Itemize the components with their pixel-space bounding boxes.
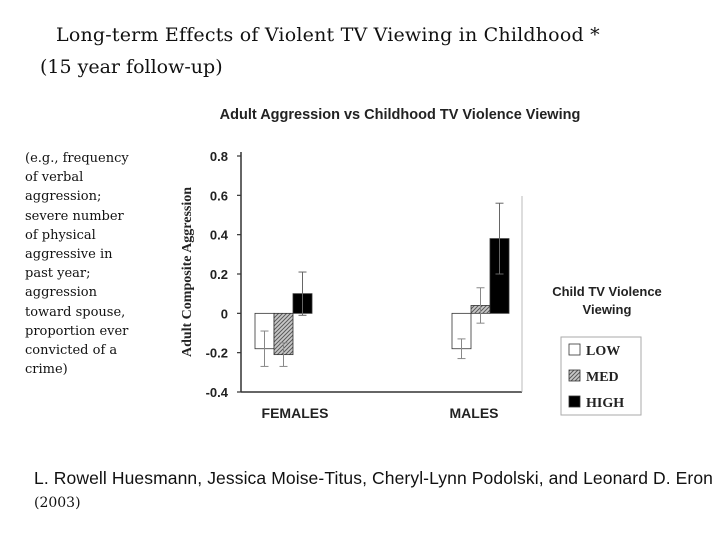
y-tick-label: -0.2 xyxy=(206,346,228,361)
note-line: aggressive in xyxy=(25,247,113,263)
authors-citation: L. Rowell Huesmann, Jessica Moise-Titus,… xyxy=(34,468,714,488)
legend-label: MED xyxy=(586,370,619,385)
note-line: crime) xyxy=(25,362,68,378)
y-tick-label: 0.6 xyxy=(210,188,228,203)
legend-swatch-med xyxy=(568,369,581,382)
note-line: (e.g., frequency xyxy=(25,151,129,166)
aggression-measures-note: (e.g., frequency of verbal aggression; seve… xyxy=(25,149,140,379)
note-line: of verbal xyxy=(25,170,84,186)
legend-swatch-low xyxy=(568,343,581,356)
note-line: convicted of a xyxy=(25,343,118,359)
note-line: aggression xyxy=(25,285,98,301)
chart-title: Adult Aggression vs Childhood TV Violenc… xyxy=(220,107,581,123)
legend-swatch-high xyxy=(568,395,581,408)
legend-title: Child TV Violence xyxy=(552,284,662,299)
slide-subtitle: (15 year follow-up) xyxy=(40,56,223,78)
slide-title: Long-term Effects of Violent TV Viewing … xyxy=(56,24,600,46)
legend-box xyxy=(560,336,642,416)
note-line: proportion ever xyxy=(25,323,129,339)
note-line: past year; xyxy=(25,266,91,282)
citation-year: (2003) xyxy=(34,495,81,511)
legend-label: HIGH xyxy=(586,396,624,411)
y-tick-label: 0.2 xyxy=(210,267,228,282)
y-tick-label: -0.4 xyxy=(206,385,229,400)
y-tick-label: 0.4 xyxy=(210,228,229,243)
x-category-label: MALES xyxy=(450,405,499,421)
y-tick-label: 0.8 xyxy=(210,149,228,164)
y-tick-label: 0 xyxy=(221,306,228,321)
note-line: severe number xyxy=(25,208,124,224)
x-category-label: FEMALES xyxy=(262,405,329,421)
note-line: aggression; xyxy=(25,189,102,205)
legend-title: Viewing xyxy=(583,302,632,317)
y-axis-label: Adult Composite Aggression xyxy=(180,187,195,357)
note-line: of physical xyxy=(25,227,96,243)
legend-label: LOW xyxy=(586,344,620,359)
note-line: toward spouse, xyxy=(25,304,126,320)
